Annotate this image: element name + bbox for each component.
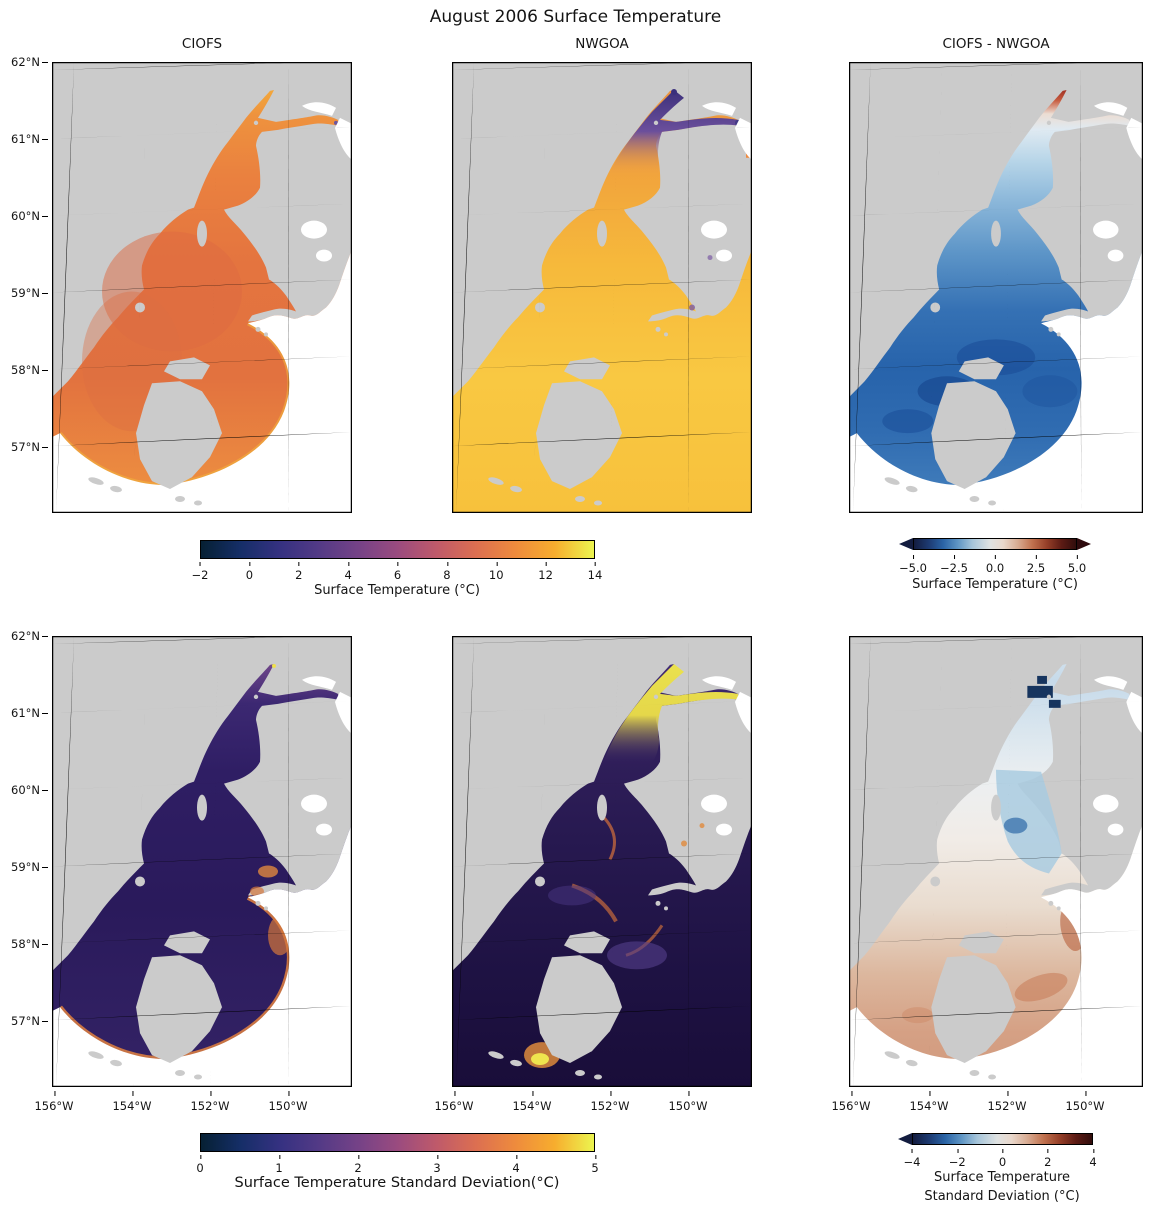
latitude-tick-label: 58°N <box>11 937 48 951</box>
latitude-tick-label: 57°N <box>11 1014 48 1028</box>
figure-title: August 2006 Surface Temperature <box>429 7 722 27</box>
colorbar-std <box>200 1133 595 1152</box>
colorbar-tick-label: 0 <box>245 562 254 582</box>
colorbar-tick-label: −4 <box>903 1149 921 1169</box>
panel-border <box>849 636 1143 1087</box>
latitude-tick-label: 57°N <box>11 440 48 454</box>
longitude-tick-label: 154°W <box>512 1091 552 1113</box>
longitude-tick-label: 150°W <box>1065 1091 1105 1113</box>
colorbar-temperature <box>200 540 595 559</box>
map-temperature-difference <box>849 62 1143 513</box>
panel-border <box>52 62 352 513</box>
colorbar-tick-label: 1 <box>275 1155 283 1175</box>
panel-border <box>452 636 752 1087</box>
longitude-axis-left: 156°W 154°W 152°W 150°W <box>34 1091 308 1113</box>
colorbar-tick-label: 14 <box>587 562 603 582</box>
colorbar-std-label: Surface Temperature Standard Deviation(°… <box>234 1175 560 1191</box>
latitude-tick-label: 58°N <box>11 363 48 377</box>
map-panel-nwgoa-temperature <box>452 62 752 513</box>
panel-title-nwgoa: NWGOA <box>575 36 629 52</box>
map-panel-ciofs-std <box>52 636 352 1087</box>
latitude-tick-label: 62°N <box>11 629 48 643</box>
longitude-tick-label: 152°W <box>987 1091 1027 1113</box>
colorbar-tick-label: 0.0 <box>985 555 1005 575</box>
colorbar-tick-label: −2 <box>948 1149 966 1169</box>
colorbar-tick-label: 10 <box>488 562 504 582</box>
colorbar-tick-label: 2 <box>354 1155 362 1175</box>
latitude-tick-label: 59°N <box>11 860 48 874</box>
colorbar-std-diff-label-line2: Standard Deviation (°C) <box>924 1189 1080 1204</box>
map-ciofs-temperature <box>52 62 352 513</box>
longitude-tick-label: 156°W <box>434 1091 474 1113</box>
latitude-axis-bottom-row: 62°N 61°N 60°N 59°N 58°N 57°N <box>2 629 48 1028</box>
colorbar-diff-right-arrow <box>1077 538 1091 550</box>
colorbar-tick-label: 6 <box>393 562 402 582</box>
longitude-axis-right: 156°W 154°W 152°W 150°W <box>831 1091 1105 1113</box>
map-ciofs-standard-deviation <box>52 636 352 1087</box>
colorbar-tick-label: 5 <box>591 1155 599 1175</box>
longitude-tick-label: 152°W <box>590 1091 630 1113</box>
longitude-tick-label: 154°W <box>112 1091 152 1113</box>
colorbar-temperature-label: Surface Temperature (°C) <box>314 583 480 598</box>
panel-title-diff: CIOFS - NWGOA <box>942 36 1050 52</box>
latitude-tick-label: 61°N <box>11 132 48 146</box>
colorbar-tick-label: 4 <box>344 562 352 582</box>
latitude-tick-label: 60°N <box>11 783 48 797</box>
map-panel-nwgoa-std <box>452 636 752 1087</box>
colorbar-std-diff-left-arrow <box>898 1133 912 1145</box>
latitude-tick-label: 60°N <box>11 209 48 223</box>
map-panel-temperature-difference <box>849 62 1143 513</box>
colorbar-tick-label: 4 <box>1089 1149 1097 1169</box>
colorbar-tick-label: 2.5 <box>1026 555 1046 575</box>
map-panel-ciofs-temperature <box>52 62 352 513</box>
colorbar-tick-label: 4 <box>512 1155 520 1175</box>
map-nwgoa-temperature <box>452 62 752 513</box>
colorbar-std-diff <box>912 1133 1093 1145</box>
latitude-tick-label: 61°N <box>11 706 48 720</box>
colorbar-tick-label: −2.5 <box>940 555 968 575</box>
map-std-difference <box>849 636 1143 1087</box>
map-panel-std-difference <box>849 636 1143 1087</box>
panel-border <box>452 62 752 513</box>
longitude-tick-label: 156°W <box>831 1091 871 1113</box>
colorbar-tick-label: −5.0 <box>899 555 927 575</box>
colorbar-tick-label: 8 <box>443 562 451 582</box>
colorbar-temperature-diff-label: Surface Temperature (°C) <box>912 577 1078 592</box>
latitude-axis-top-row: 62°N 61°N 60°N 59°N 58°N 57°N <box>2 55 48 454</box>
colorbar-tick-label: 0 <box>998 1149 1007 1169</box>
colorbar-tick-label: 3 <box>433 1155 441 1175</box>
panel-title-ciofs: CIOFS <box>181 36 223 52</box>
colorbar-std-diff-label-line1: Surface Temperature <box>933 1170 1071 1185</box>
colorbar-tick-label: 2 <box>295 562 303 582</box>
longitude-tick-label: 150°W <box>668 1091 708 1113</box>
colorbar-tick-label: 0 <box>196 1155 204 1175</box>
colorbar-tick-label: 12 <box>538 562 553 582</box>
latitude-tick-label: 62°N <box>11 55 48 69</box>
longitude-axis-middle: 156°W 154°W 152°W 150°W <box>434 1091 708 1113</box>
longitude-tick-label: 156°W <box>34 1091 74 1113</box>
colorbar-tick-label: 5.0 <box>1067 555 1087 575</box>
panel-border <box>849 62 1143 513</box>
longitude-tick-label: 150°W <box>268 1091 308 1113</box>
colorbar-tick-label: −2 <box>191 562 209 582</box>
colorbar-temperature-diff <box>913 538 1077 550</box>
map-nwgoa-standard-deviation <box>452 636 752 1087</box>
longitude-tick-label: 152°W <box>190 1091 230 1113</box>
panel-border <box>52 636 352 1087</box>
latitude-tick-label: 59°N <box>11 286 48 300</box>
longitude-tick-label: 154°W <box>909 1091 949 1113</box>
colorbar-diff-left-arrow <box>899 538 913 550</box>
colorbar-tick-label: 2 <box>1044 1149 1052 1169</box>
